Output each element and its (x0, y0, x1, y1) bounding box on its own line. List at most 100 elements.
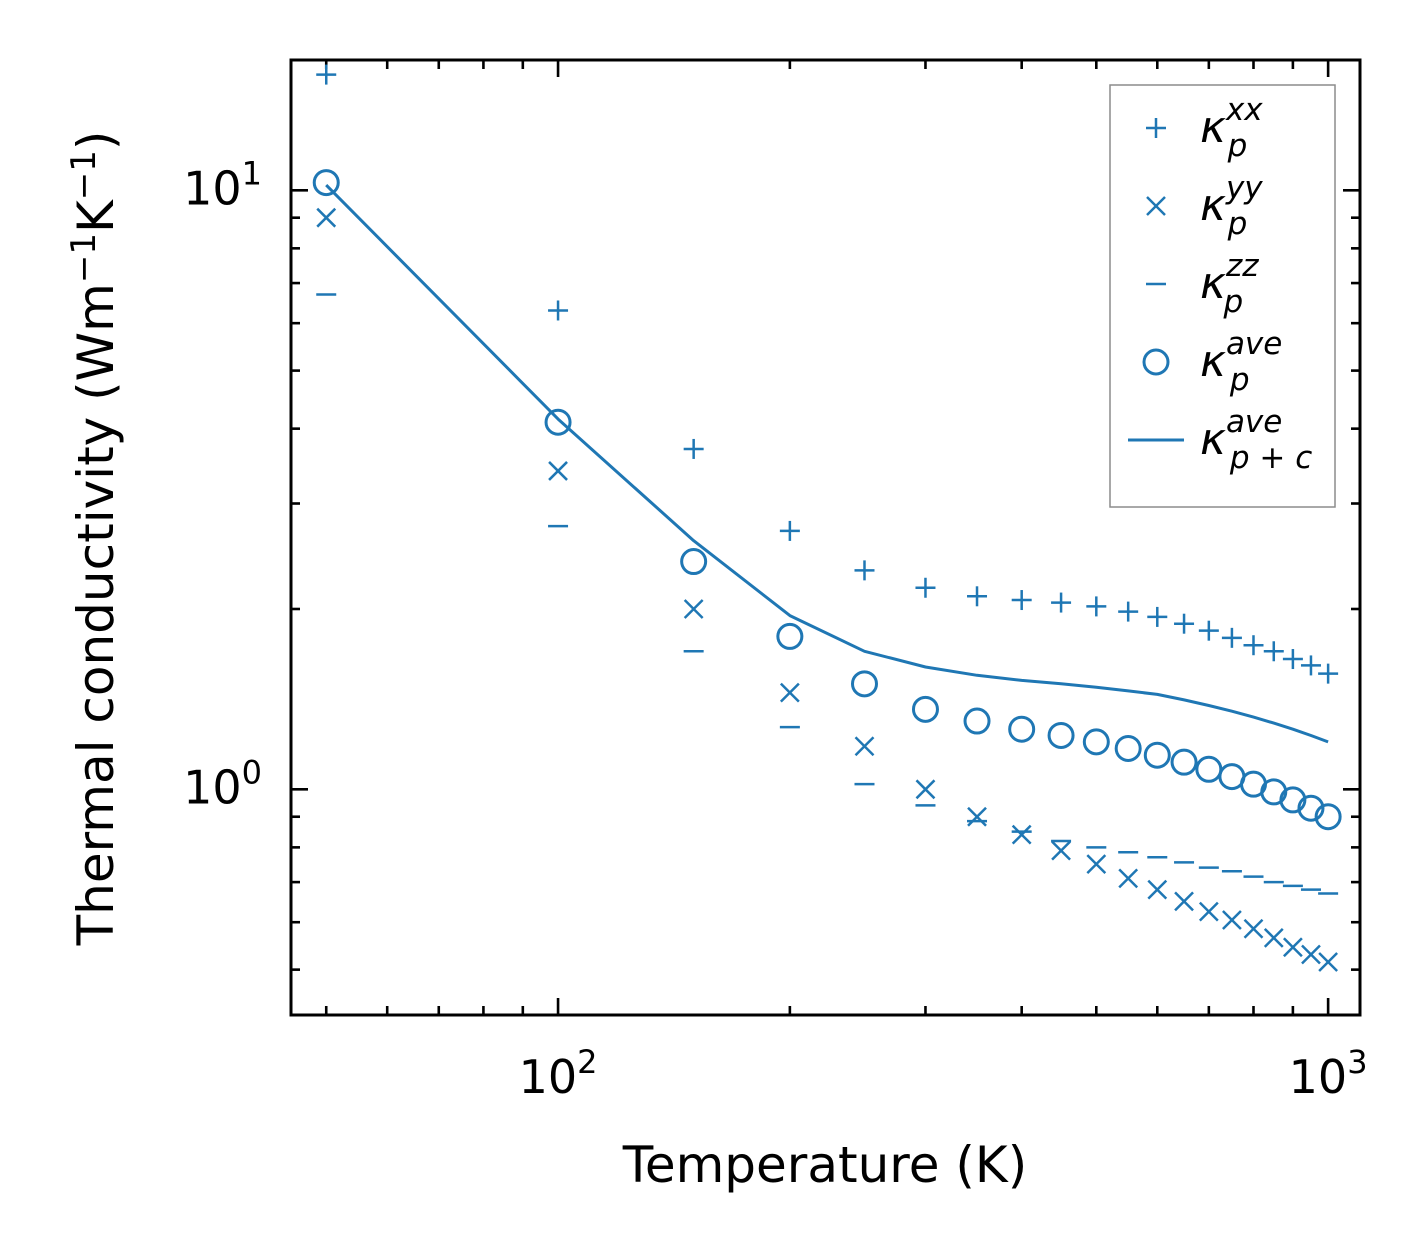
y-axis-label-close: ) (67, 131, 125, 151)
data-point-circle (1143, 741, 1171, 769)
data-point-plus (1118, 601, 1139, 622)
data-point-x (854, 736, 875, 757)
data-point-x (683, 599, 704, 619)
data-point-x (1174, 891, 1194, 912)
legend-label-sub: p (1227, 206, 1248, 242)
data-point-x (1318, 952, 1339, 972)
legend-label-sup: ave (1226, 326, 1282, 362)
x-tick-label-exp: 3 (1347, 1043, 1367, 1081)
data-point-x-b (1263, 927, 1284, 948)
data-point-circle (911, 695, 939, 723)
legend-label-symbol: κ (1200, 414, 1226, 465)
data-point-circle (776, 622, 804, 650)
data-point-plus (1300, 655, 1321, 676)
data-point-plus (1147, 606, 1168, 627)
data-point-plus (1086, 596, 1107, 617)
data-point-x-b (1283, 937, 1303, 958)
legend-label: κave p + c (1200, 404, 1312, 476)
data-point-x-b (1147, 879, 1168, 900)
data-point-x (1051, 840, 1071, 861)
data-point-x-b (1243, 918, 1264, 939)
data-point-plus (683, 438, 704, 459)
data-point-circle (1047, 721, 1075, 749)
legend-label-sup: zz (1225, 248, 1259, 284)
data-point-plus (915, 577, 936, 598)
series-circle (312, 169, 1342, 831)
data-point-plus (1011, 590, 1032, 611)
data-point-x (1263, 927, 1284, 948)
y-axis-label-exp1: −1 (64, 233, 104, 283)
series-line (325, 184, 1329, 744)
data-point-x (1243, 918, 1264, 939)
data-point-plus (1318, 663, 1339, 684)
data-point-x (1222, 910, 1242, 930)
y-axis-label-main: Thermal conductivity (Wm (67, 283, 125, 946)
data-point-circle (1314, 803, 1342, 831)
data-point-plus (1221, 627, 1242, 648)
data-point-x-b (1301, 944, 1321, 965)
x-tick-label-base: 10 (1289, 1050, 1348, 1104)
series-line (325, 184, 1329, 744)
data-point-circle (1279, 786, 1307, 814)
y-axis-label-unit: K (67, 199, 125, 233)
data-point-plus (1198, 620, 1219, 641)
legend-label-sup: ave (1226, 404, 1282, 440)
legend-label-sub: p (1222, 284, 1243, 320)
legend-label-symbol: κ (1200, 180, 1226, 231)
y-tick-label-exp: 1 (242, 154, 262, 192)
legend-label-sup: xx (1225, 92, 1263, 128)
legend-marker-x-b (1146, 196, 1166, 216)
data-point-x (1147, 879, 1168, 900)
data-point-circle (1170, 748, 1198, 776)
data-point-x-b (683, 599, 704, 619)
legend-label: κzz p (1200, 248, 1259, 320)
data-point-plus (1282, 649, 1303, 670)
data-point-circle (1082, 728, 1110, 756)
plot-area (289, 58, 1362, 1017)
y-axis-label-exp2: −1 (64, 150, 104, 200)
y-axis-label: Thermal conductivity (Wm−1K−1) (64, 131, 125, 947)
data-point-x (967, 806, 987, 827)
plot-frame (289, 58, 1362, 1017)
data-point-circle (850, 670, 878, 698)
legend-label-symbol: κ (1200, 336, 1226, 387)
data-point-x-b (967, 806, 987, 827)
legend-label: κyy p (1200, 170, 1263, 242)
data-point-plus (967, 586, 988, 607)
legend-marker-x (1146, 196, 1166, 216)
data-point-x (1198, 901, 1219, 922)
data-point-x (1011, 824, 1032, 845)
data-point-x (1118, 868, 1139, 889)
legend-marker-circle (1142, 348, 1170, 376)
data-marks (312, 64, 1342, 972)
x-tick-label: 103 (1289, 1043, 1368, 1104)
data-point-x (1086, 854, 1107, 875)
x-tick-label: 102 (519, 1043, 598, 1104)
data-point-x (316, 207, 337, 228)
data-point-x (548, 461, 568, 481)
data-point-x-b (854, 736, 875, 757)
data-point-plus (779, 520, 800, 541)
data-point-x-b (548, 461, 568, 481)
y-tick-label: 101 (183, 154, 262, 215)
legend-label-symbol: κ (1200, 258, 1226, 309)
data-point-plus (316, 64, 337, 85)
legend-label-sup: yy (1225, 170, 1263, 206)
legend-label: κxx p (1200, 92, 1263, 164)
data-point-x-b (1198, 901, 1219, 922)
data-point-circle (1297, 794, 1325, 822)
y-tick-label: 100 (183, 753, 262, 814)
legend-label-sub: p + c (1229, 440, 1312, 476)
data-point-x (1283, 937, 1303, 958)
data-point-plus (1174, 613, 1195, 634)
legend-label: κave p (1200, 326, 1282, 398)
legend-label-sub: p (1229, 362, 1250, 398)
data-point-x-b (1318, 952, 1339, 972)
x-tick-label-base: 10 (519, 1050, 578, 1104)
series-hline (316, 293, 1339, 895)
legend-item: κxx p (1146, 92, 1263, 164)
data-point-x-b (1011, 824, 1032, 845)
